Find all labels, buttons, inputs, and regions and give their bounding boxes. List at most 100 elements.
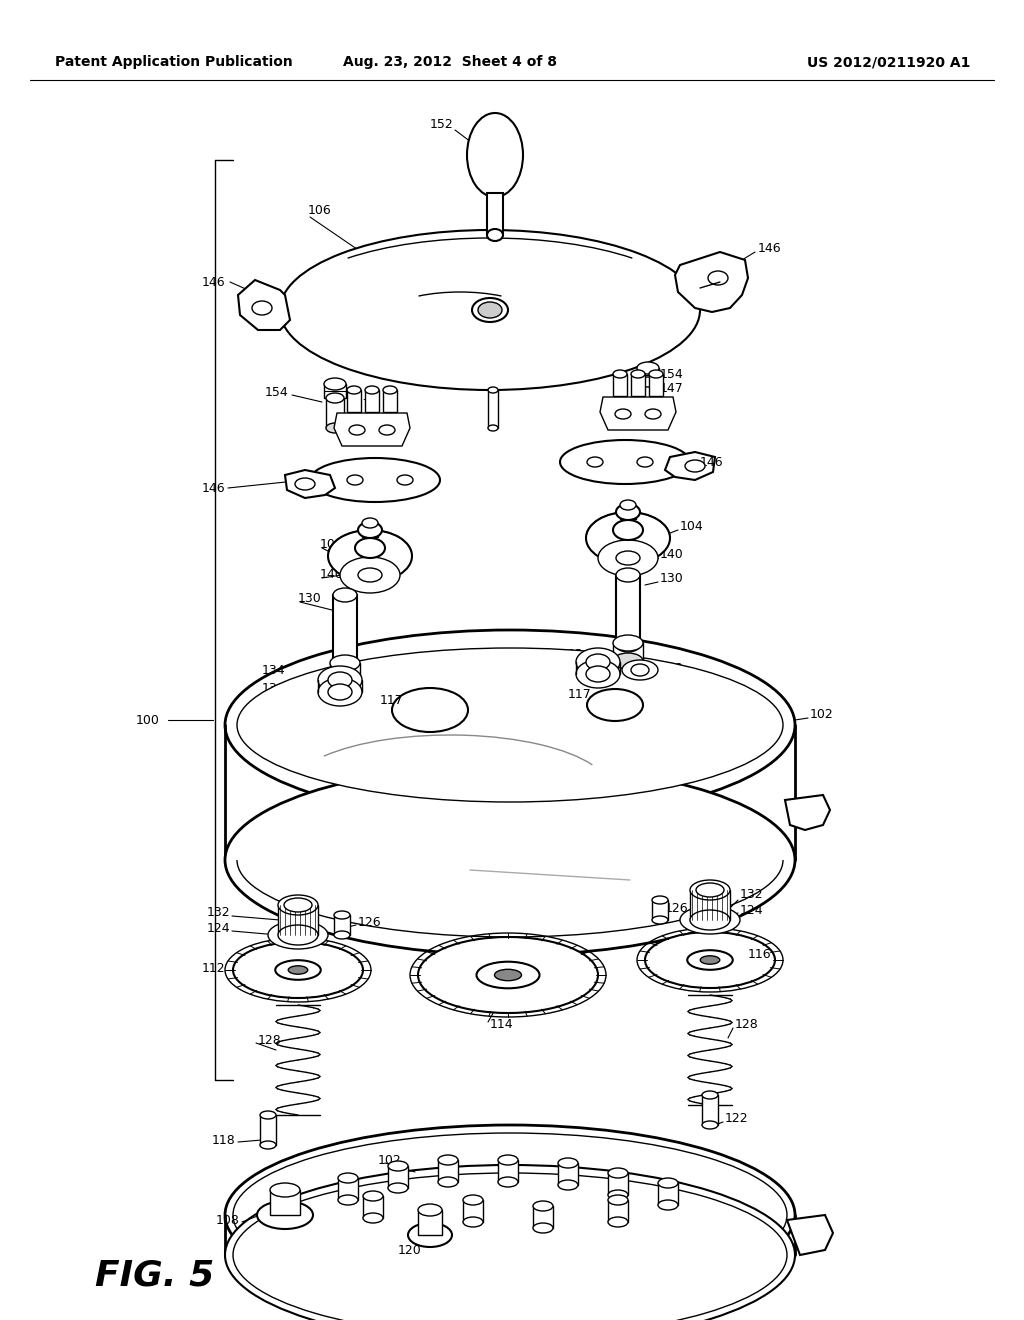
Bar [438, 1160, 458, 1181]
Ellipse shape [328, 672, 352, 688]
Ellipse shape [355, 539, 385, 558]
Ellipse shape [708, 271, 728, 285]
Ellipse shape [702, 1121, 718, 1129]
Ellipse shape [310, 458, 440, 502]
Ellipse shape [338, 1195, 358, 1205]
Polygon shape [665, 451, 715, 480]
Text: 147: 147 [660, 381, 684, 395]
Text: 122: 122 [725, 1111, 749, 1125]
Ellipse shape [608, 1217, 628, 1228]
Ellipse shape [558, 1180, 578, 1191]
Text: 146: 146 [202, 276, 225, 289]
Ellipse shape [268, 921, 328, 949]
Ellipse shape [690, 880, 730, 900]
Bar [338, 1177, 358, 1200]
Text: 130: 130 [298, 591, 322, 605]
Ellipse shape [616, 568, 640, 582]
Ellipse shape [616, 550, 640, 565]
Ellipse shape [326, 422, 344, 433]
Ellipse shape [318, 667, 362, 694]
Ellipse shape [358, 568, 382, 582]
Text: 118: 118 [211, 1134, 234, 1147]
Bar [639, 381, 657, 412]
Ellipse shape [362, 1191, 383, 1201]
Bar [652, 900, 668, 920]
Bar [418, 1210, 442, 1236]
Text: 140: 140 [660, 549, 684, 561]
Ellipse shape [330, 673, 360, 689]
Ellipse shape [334, 931, 350, 939]
Ellipse shape [498, 1155, 518, 1166]
Ellipse shape [463, 1217, 483, 1228]
Ellipse shape [225, 766, 795, 954]
Ellipse shape [700, 956, 720, 964]
Bar [326, 399, 344, 428]
Ellipse shape [639, 407, 657, 417]
Bar [631, 374, 645, 396]
Text: 128: 128 [258, 1034, 282, 1047]
Ellipse shape [645, 409, 662, 418]
Bar [690, 890, 730, 920]
Ellipse shape [284, 898, 312, 912]
Text: 124: 124 [740, 903, 764, 916]
Ellipse shape [252, 301, 272, 315]
Text: 132: 132 [207, 906, 230, 919]
Ellipse shape [613, 520, 643, 540]
Bar [637, 368, 659, 381]
Ellipse shape [658, 1200, 678, 1210]
Ellipse shape [478, 302, 502, 318]
Text: 134: 134 [261, 664, 285, 676]
Text: 120: 120 [398, 1243, 422, 1257]
Text: Patent Application Publication: Patent Application Publication [55, 55, 293, 69]
Ellipse shape [488, 425, 498, 432]
Text: 154: 154 [264, 385, 288, 399]
Bar [330, 663, 360, 681]
Text: 128: 128 [735, 1019, 759, 1031]
Ellipse shape [637, 457, 653, 467]
Text: 117: 117 [568, 689, 592, 701]
Text: 104: 104 [319, 539, 344, 552]
Ellipse shape [362, 1213, 383, 1224]
Ellipse shape [365, 385, 379, 393]
Ellipse shape [685, 459, 705, 473]
Ellipse shape [333, 587, 357, 602]
Polygon shape [600, 397, 676, 430]
Ellipse shape [338, 1173, 358, 1183]
Text: Aug. 23, 2012  Sheet 4 of 8: Aug. 23, 2012 Sheet 4 of 8 [343, 55, 557, 69]
Ellipse shape [438, 1155, 458, 1166]
Ellipse shape [616, 638, 640, 652]
Ellipse shape [438, 1177, 458, 1187]
Ellipse shape [260, 1140, 276, 1148]
Text: 108: 108 [216, 1213, 240, 1226]
Text: 100: 100 [136, 714, 160, 726]
Text: 134: 134 [568, 648, 592, 661]
Text: 126: 126 [358, 916, 382, 928]
Ellipse shape [631, 664, 649, 676]
Ellipse shape [587, 457, 603, 467]
Ellipse shape [295, 478, 315, 490]
Ellipse shape [586, 512, 670, 564]
Ellipse shape [326, 393, 344, 403]
Ellipse shape [652, 896, 668, 904]
Ellipse shape [270, 1183, 300, 1197]
Bar [649, 374, 663, 396]
Text: 114: 114 [490, 1019, 514, 1031]
Ellipse shape [690, 909, 730, 931]
Ellipse shape [575, 648, 620, 676]
Ellipse shape [616, 504, 640, 520]
Ellipse shape [696, 883, 724, 898]
Ellipse shape [397, 475, 413, 484]
Ellipse shape [358, 521, 382, 539]
Ellipse shape [278, 895, 318, 915]
Ellipse shape [340, 557, 400, 593]
Ellipse shape [324, 378, 346, 389]
Bar [498, 1160, 518, 1181]
Text: 138: 138 [660, 661, 684, 675]
Bar [534, 1206, 553, 1228]
Ellipse shape [392, 688, 468, 733]
Ellipse shape [328, 684, 352, 700]
Bar [487, 193, 503, 234]
Ellipse shape [418, 937, 598, 1012]
Ellipse shape [613, 370, 627, 378]
Text: 147: 147 [348, 399, 372, 412]
